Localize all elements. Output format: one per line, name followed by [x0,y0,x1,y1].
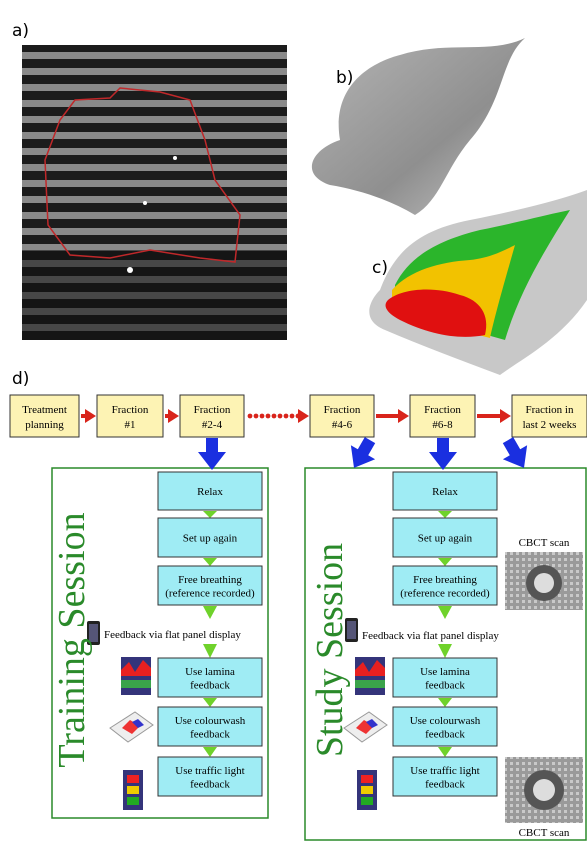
surface-image [22,45,287,340]
box-label: Treatment [22,404,67,416]
panel-label: d) [12,369,29,389]
box-label: Fraction [112,404,149,416]
figure: a) b) c) d) Treatment planning Fraction #1 F… [0,0,587,841]
session-title: Training Session [51,512,93,767]
box-label: feedback [190,728,230,740]
dot [278,414,283,419]
box-label: feedback [425,728,465,740]
box-label: #2-4 [202,419,223,431]
box-label: Free breathing [413,574,477,586]
box-label: Relax [197,486,223,498]
blue-arrow [429,438,457,470]
panel-label: c) [372,258,388,278]
box-label: Set up again [183,533,238,545]
blue-arrow [198,438,226,470]
box-label: Use traffic light [410,765,479,777]
cbct-label: CBCT scan [519,537,570,549]
box-label: last 2 weeks [523,419,577,431]
arrow-head [398,409,409,423]
box-label: (reference recorded) [400,587,490,599]
panel-label: b) [336,68,353,88]
dot [248,414,253,419]
green-arrow [438,747,452,757]
box-label: feedback [425,778,465,790]
session-title: Study Session [309,543,351,757]
arrow-head [500,409,511,423]
green-arrow [203,511,217,518]
green-arrow [438,558,452,566]
box-label: Use lamina [420,666,470,678]
cbct-label: CBCT scan [519,827,570,839]
box-label: Use colourwash [175,715,246,727]
dot [254,414,259,419]
green-arrow [203,747,217,757]
green-arrow [438,698,452,707]
box-label: #4-6 [332,419,353,431]
green-arrow [203,698,217,707]
arrow-head [298,409,309,423]
box-label: feedback [425,679,465,691]
box-label: feedback [190,679,230,691]
dot [284,414,289,419]
box-label: Relax [432,486,458,498]
dot [266,414,271,419]
box-label: Fraction [424,404,461,416]
box-label: Use colourwash [410,715,481,727]
box-label: Fraction [324,404,361,416]
arrow-head [85,409,96,423]
box-label: Set up again [418,533,473,545]
arrow-head [168,409,179,423]
dot [260,414,265,419]
box-label: Use traffic light [175,765,244,777]
panel-label: a) [12,21,29,41]
box-label: Fraction [194,404,231,416]
box-label: Fraction in [526,404,574,416]
feedback-note: Feedback via flat panel display [362,630,499,642]
green-arrow [203,558,217,566]
surface-model [312,38,525,215]
box-label: (reference recorded) [165,587,255,599]
box-label: #1 [125,419,136,431]
colourwash-model [369,190,587,375]
box-label: planning [25,419,64,431]
box-label: Free breathing [178,574,242,586]
box-label: feedback [190,778,230,790]
dot [290,414,295,419]
green-arrow [438,511,452,518]
feedback-note: Feedback via flat panel display [104,629,241,641]
box-label: Use lamina [185,666,235,678]
box-label: #6-8 [432,419,453,431]
dot [272,414,277,419]
